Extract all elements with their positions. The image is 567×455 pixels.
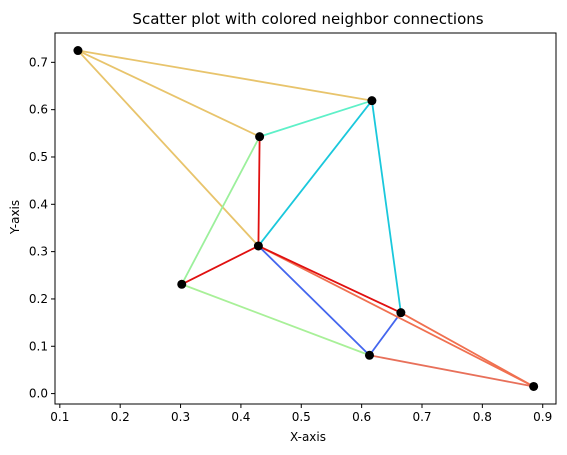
x-tick-label-1: 0.2 — [111, 410, 130, 424]
data-point-2 — [255, 132, 265, 142]
y-tick-label-1: 0.1 — [29, 339, 48, 353]
y-tick-label-0: 0.0 — [29, 387, 48, 401]
data-points — [73, 46, 539, 391]
connection-line-8 — [257, 245, 371, 357]
connection-line-4 — [257, 99, 373, 247]
data-point-3 — [253, 241, 263, 251]
connection-line-9 — [368, 311, 402, 357]
connection-line-15 — [257, 245, 402, 314]
data-point-7 — [529, 381, 539, 391]
plot-area — [54, 32, 557, 405]
y-axis-label: Y-axis — [8, 200, 22, 235]
neighbor-connections — [77, 49, 535, 388]
x-tick-label-5: 0.6 — [352, 410, 371, 424]
connection-line-10 — [257, 245, 535, 388]
connection-line-12 — [368, 354, 535, 388]
x-tick-label-2: 0.3 — [171, 410, 190, 424]
connection-line-7 — [180, 283, 371, 357]
y-axis-ticks: 0.0 0.1 0.2 0.3 0.4 0.5 0.6 0.7 — [29, 55, 55, 401]
x-axis-ticks: 0.1 0.2 0.3 0.4 0.5 0.6 0.7 0.8 0.9 — [50, 404, 552, 424]
data-point-1 — [367, 96, 377, 106]
y-tick-label-4: 0.4 — [29, 197, 48, 211]
data-point-4 — [177, 279, 187, 289]
x-tick-label-0: 0.1 — [50, 410, 69, 424]
connection-line-14 — [180, 245, 260, 286]
x-axis-label: X-axis — [290, 430, 326, 444]
connection-line-1 — [77, 49, 261, 138]
x-tick-label-6: 0.7 — [412, 410, 431, 424]
connection-line-5 — [370, 99, 402, 314]
y-tick-label-5: 0.5 — [29, 150, 48, 164]
connection-line-6 — [180, 135, 261, 286]
y-tick-label-3: 0.3 — [29, 245, 48, 259]
data-point-5 — [396, 308, 406, 318]
x-tick-label-4: 0.5 — [292, 410, 311, 424]
x-tick-label-8: 0.9 — [533, 410, 552, 424]
y-tick-label-2: 0.2 — [29, 292, 48, 306]
connection-line-11 — [399, 311, 535, 388]
x-tick-label-3: 0.4 — [231, 410, 250, 424]
chart-title: Scatter plot with colored neighbor conne… — [132, 10, 483, 28]
connection-line-0 — [77, 49, 373, 102]
connection-line-3 — [258, 99, 373, 138]
connection-line-13 — [257, 135, 261, 247]
y-tick-label-6: 0.6 — [29, 103, 48, 117]
connection-line-2 — [77, 49, 260, 247]
y-tick-label-7: 0.7 — [29, 55, 48, 69]
x-tick-label-7: 0.8 — [473, 410, 492, 424]
data-point-0 — [73, 46, 83, 56]
data-point-6 — [364, 350, 374, 360]
